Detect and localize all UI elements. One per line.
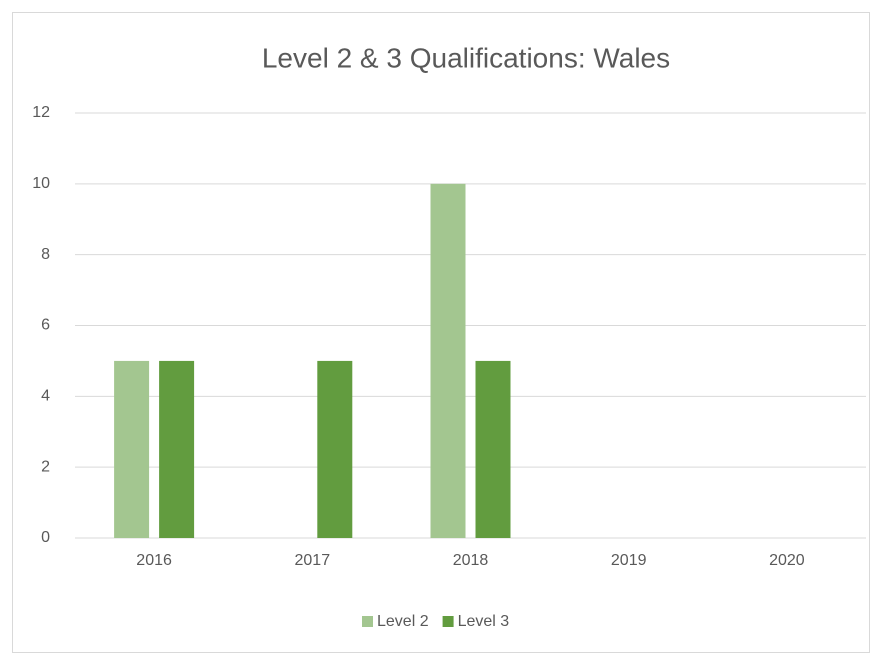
bar <box>159 360 195 538</box>
y-tick-label: 6 <box>41 317 50 334</box>
legend-label: Level 3 <box>458 613 510 630</box>
chart-title: Level 2 & 3 Qualifications: Wales <box>262 42 670 73</box>
x-tick-label: 2017 <box>295 552 331 569</box>
x-tick-label: 2019 <box>611 552 647 569</box>
legend-swatch <box>362 616 373 627</box>
x-tick-label: 2018 <box>453 552 489 569</box>
y-tick-label: 2 <box>41 458 50 475</box>
y-tick-label: 12 <box>32 104 50 121</box>
y-tick-label: 0 <box>41 529 50 546</box>
x-tick-label: 2020 <box>769 552 805 569</box>
bar <box>430 183 466 539</box>
y-tick-label: 10 <box>32 175 50 192</box>
legend-swatch <box>442 616 454 627</box>
bar <box>317 360 353 538</box>
y-tick-label: 4 <box>41 388 50 405</box>
legend-label: Level 2 <box>377 613 429 630</box>
y-tick-label: 8 <box>41 246 50 263</box>
bar <box>475 360 511 538</box>
x-tick-label: 2016 <box>136 552 172 569</box>
bar <box>114 360 150 538</box>
